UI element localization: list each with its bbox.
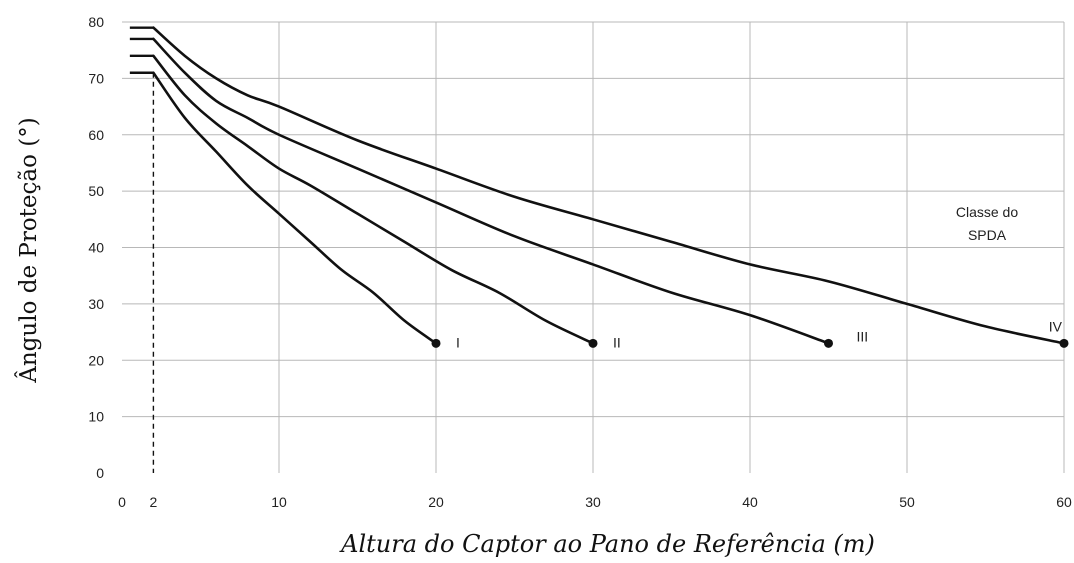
y-tick-label: 20 (88, 352, 104, 368)
endpoint-II (588, 338, 598, 348)
y-tick-label: 40 (88, 240, 104, 256)
y-tick-label: 30 (88, 296, 104, 312)
legend-title-line1: Classe do (956, 204, 1018, 220)
endpoint-IV (1059, 338, 1069, 348)
x-axis-label: Altura do Captor ao Pano de Referência (… (339, 530, 875, 558)
x-tick-label: 50 (899, 494, 915, 510)
series-label-IV: IV (1049, 318, 1063, 334)
y-tick-label: 10 (88, 409, 104, 425)
grid (122, 21, 1065, 473)
endpoint-III (824, 338, 833, 348)
y-tick-label: 70 (88, 70, 104, 86)
tick-labels: 0 10 20 30 40 50 60 70 80 0 2 10 20 30 40 50 60 (88, 14, 1072, 510)
series-label-III: III (857, 328, 869, 344)
y-tick-label: 80 (88, 14, 104, 30)
x-tick-label: 10 (271, 494, 287, 510)
x-tick-label: 40 (742, 494, 758, 510)
x-tick-label: 60 (1056, 494, 1072, 510)
x-tick-label: 0 (118, 494, 126, 510)
series-label-II: II (613, 334, 621, 350)
y-tick-label: 50 (88, 183, 104, 199)
x-tick-label: 30 (585, 494, 601, 510)
y-tick-label: 0 (96, 465, 104, 481)
x-tick-label: 20 (428, 494, 444, 510)
x-tick-label: 2 (150, 494, 158, 510)
y-tick-label: 60 (88, 127, 104, 143)
legend-title-line2: SPDA (968, 227, 1007, 243)
curve-I (152, 71, 438, 345)
curve-IV (152, 26, 1066, 345)
series-label-I: I (456, 334, 460, 350)
curve-II (152, 54, 595, 345)
curve-III (152, 37, 830, 345)
endpoint-I (431, 338, 441, 348)
y-axis-label: Ângulo de Proteção (°) (15, 117, 42, 384)
